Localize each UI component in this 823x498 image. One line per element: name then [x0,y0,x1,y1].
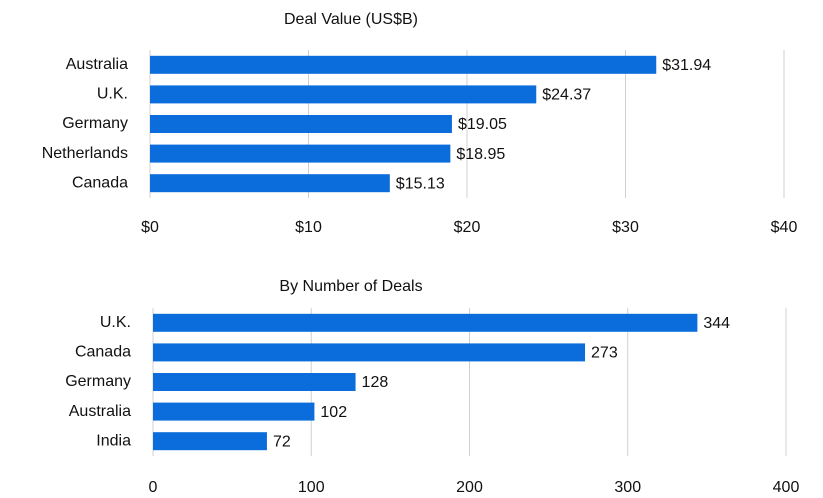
chart-title: By Number of Deals [279,278,422,295]
data-label: $31.94 [662,57,711,74]
y-tick-label: U.K. [100,314,131,331]
bar [150,174,390,193]
x-tick-label: $30 [612,219,639,236]
bar [153,432,267,451]
y-tick-label: Netherlands [42,145,128,162]
y-tick-label: India [96,432,131,449]
data-label: 128 [362,374,389,391]
y-tick-label: Canada [72,174,128,191]
x-tick-label: $10 [295,219,322,236]
data-label: $18.95 [456,146,505,163]
bar [153,313,698,332]
x-tick-label: $40 [771,219,798,236]
x-tick-label: $0 [141,219,159,236]
bar [150,85,537,104]
bar [153,373,356,391]
data-label: $19.05 [458,116,507,133]
bar [153,402,315,421]
y-tick-label: Canada [75,344,131,361]
chart-title: Deal Value (US$B) [284,11,418,28]
y-tick-label: Germany [62,115,128,132]
x-tick-label: 200 [456,479,483,496]
data-label: 344 [703,315,730,332]
bar [153,343,586,362]
data-label: $15.13 [396,175,445,192]
x-tick-label: 100 [298,479,325,496]
y-tick-label: Australia [69,403,131,420]
bar [150,144,451,163]
x-tick-label: 0 [149,479,158,496]
x-tick-label: 300 [614,479,641,496]
data-label: 102 [320,404,347,421]
y-tick-label: Germany [65,373,131,390]
y-tick-label: U.K. [97,86,128,103]
data-label: 72 [273,433,291,450]
data-label: 273 [591,345,618,362]
bar [150,55,657,74]
x-tick-label: 400 [773,479,800,496]
data-label: $24.37 [542,87,591,104]
y-tick-label: Australia [66,56,128,73]
bar [150,115,452,133]
x-tick-label: $20 [454,219,481,236]
